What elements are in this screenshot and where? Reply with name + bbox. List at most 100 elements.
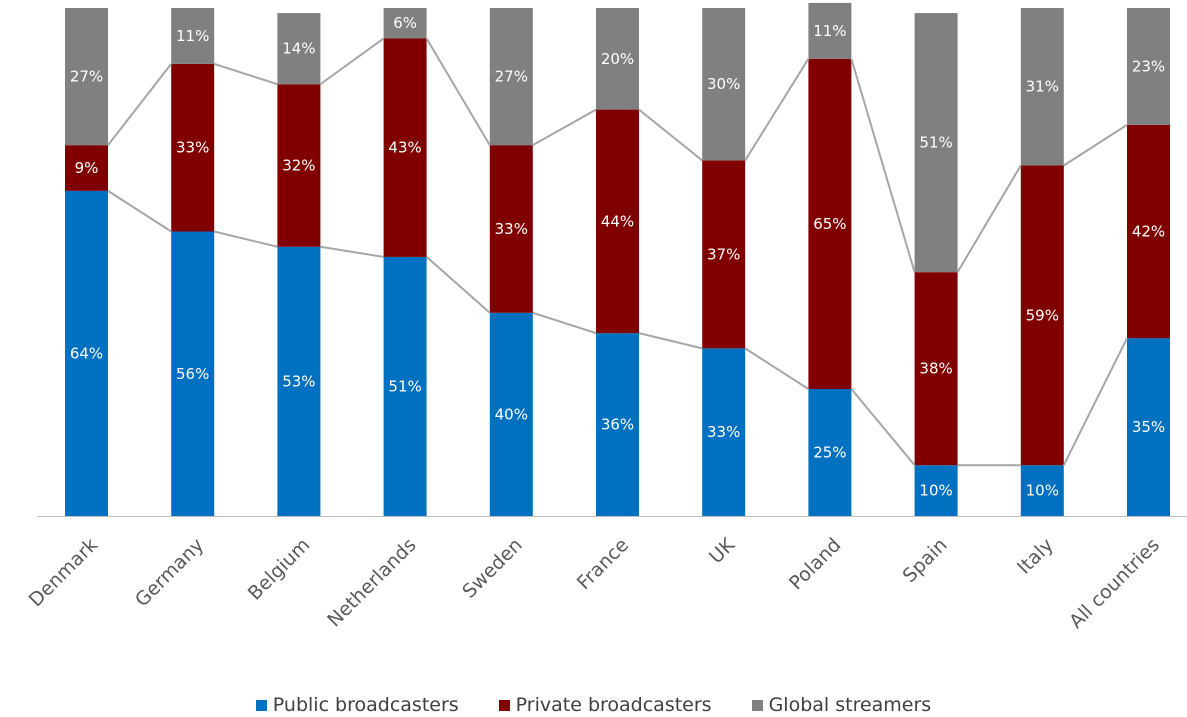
bar-segment-2 xyxy=(171,8,215,64)
bar-segment-1 xyxy=(702,160,746,349)
data-label: 11% xyxy=(813,22,846,40)
bar-segment-0 xyxy=(171,231,215,516)
data-label: 10% xyxy=(919,482,952,500)
data-label: 44% xyxy=(601,212,634,230)
connector-line xyxy=(213,230,278,248)
bar-segment-0 xyxy=(808,389,852,516)
bar-segment-1 xyxy=(65,145,108,191)
data-label: 27% xyxy=(495,68,528,86)
data-label: 43% xyxy=(388,139,421,157)
connector-line xyxy=(107,190,172,233)
data-label: 38% xyxy=(919,360,952,378)
category-label: All countries xyxy=(1065,534,1164,633)
data-label: 33% xyxy=(176,139,209,157)
bar-segment-0 xyxy=(277,246,321,516)
data-label: 33% xyxy=(495,220,528,238)
bar-segment-1 xyxy=(596,109,639,334)
bar-segment-2 xyxy=(596,8,639,110)
data-label: 11% xyxy=(176,27,209,45)
connector-line xyxy=(1062,337,1128,466)
connector-lines xyxy=(107,37,1128,467)
connector-line xyxy=(1063,123,1128,167)
category-label: France xyxy=(573,534,633,594)
connector-line xyxy=(425,37,491,146)
data-label: 36% xyxy=(601,416,634,434)
legend-label-private: Private broadcasters xyxy=(515,694,712,716)
data-label: 51% xyxy=(919,134,952,152)
data-label: 14% xyxy=(282,40,315,58)
legend-swatch-private xyxy=(498,699,510,711)
legend-item-global: Global streamers xyxy=(751,694,932,716)
category-label: Sweden xyxy=(458,534,527,603)
data-label: 59% xyxy=(1026,306,1059,324)
data-label: 10% xyxy=(1026,482,1059,500)
data-label: 6% xyxy=(393,14,417,32)
connector-line xyxy=(425,256,491,314)
connector-line xyxy=(744,347,809,390)
category-label: Netherlands xyxy=(323,534,420,631)
data-label: 42% xyxy=(1132,223,1165,241)
bar-segment-2 xyxy=(1020,8,1064,166)
bar-segment-2 xyxy=(914,13,958,273)
data-label: 53% xyxy=(282,372,315,390)
data-label: 33% xyxy=(707,423,740,441)
connector-line xyxy=(532,311,597,335)
bar-segment-2 xyxy=(702,8,746,161)
data-label: 40% xyxy=(495,405,528,423)
legend-item-public: Public broadcasters xyxy=(255,694,459,716)
data-label: 37% xyxy=(707,245,740,263)
data-label: 65% xyxy=(813,215,846,233)
bar-segment-1 xyxy=(277,84,321,247)
bar-segment-1 xyxy=(383,38,427,257)
connector-line xyxy=(320,245,384,258)
data-label: 9% xyxy=(75,159,99,177)
legend-label-global: Global streamers xyxy=(768,694,932,716)
legend-swatch-public xyxy=(255,699,267,711)
connector-line xyxy=(956,164,1022,273)
category-label: Poland xyxy=(785,534,845,594)
bar-segment-0 xyxy=(596,333,639,516)
bar-segment-2 xyxy=(383,8,427,39)
bar-segment-2 xyxy=(65,8,108,146)
connector-line xyxy=(319,37,385,86)
connector-line xyxy=(532,108,597,147)
data-label: 51% xyxy=(388,377,421,395)
bar-segment-2 xyxy=(808,2,852,59)
data-label: 35% xyxy=(1132,418,1165,436)
bars-group xyxy=(65,2,1170,516)
data-label: 32% xyxy=(282,156,315,174)
connector-line xyxy=(850,58,916,273)
bar-segment-2 xyxy=(1127,8,1170,125)
bar-segment-1 xyxy=(808,58,852,390)
data-label: 30% xyxy=(707,75,740,93)
connector-line xyxy=(107,63,172,146)
connector-line xyxy=(638,332,703,350)
bar-segment-0 xyxy=(383,256,427,516)
bar-segment-0 xyxy=(489,312,533,516)
connector-line xyxy=(850,388,916,466)
data-labels: 64% 9% 27% 56% 33% 11% 53% 32% 14% 51% 43% 6% 40% 33%… xyxy=(70,14,1165,499)
bar-segment-0 xyxy=(1020,465,1064,516)
bar-segment-1 xyxy=(914,272,958,466)
bar-segment-1 xyxy=(171,63,215,232)
legend-swatch-global xyxy=(751,699,763,711)
bar-segment-1 xyxy=(1020,165,1064,466)
legend-item-private: Private broadcasters xyxy=(498,694,712,716)
data-label: 25% xyxy=(813,444,846,462)
data-label: 27% xyxy=(70,68,103,86)
bar-segment-0 xyxy=(1127,338,1170,516)
legend-label-public: Public broadcasters xyxy=(272,694,459,716)
bar-segment-1 xyxy=(1127,124,1170,339)
category-label: Denmark xyxy=(25,534,102,611)
data-label: 20% xyxy=(601,50,634,68)
connector-line xyxy=(744,58,810,161)
data-label: 31% xyxy=(1026,78,1059,96)
bar-segment-2 xyxy=(277,13,321,85)
category-label: Belgium xyxy=(244,534,315,605)
data-label: 56% xyxy=(176,365,209,383)
data-label: 23% xyxy=(1132,57,1165,75)
connector-line xyxy=(213,62,278,86)
category-label: UK xyxy=(705,534,740,569)
data-label: 64% xyxy=(70,344,103,362)
